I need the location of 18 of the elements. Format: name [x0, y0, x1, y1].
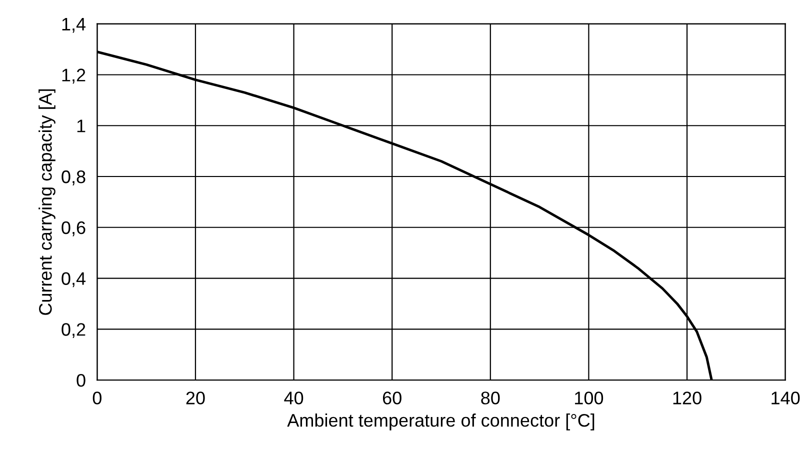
x-tick-label: 120: [673, 392, 702, 404]
x-axis-title: Ambient temperature of connector [°C]: [287, 414, 594, 430]
x-tick-label: 140: [772, 392, 800, 404]
x-tick-label: 20: [186, 392, 205, 404]
y-tick-label: 0,6: [62, 221, 86, 236]
x-tick-label: 0: [92, 392, 102, 404]
y-tick-label: 1,4: [62, 18, 86, 33]
y-tick-label: 0: [76, 374, 86, 387]
y-tick-label: 1,2: [62, 68, 86, 84]
x-tick-label: 40: [284, 392, 304, 404]
x-tick-label: 60: [382, 392, 402, 404]
y-tick-label: 0,2: [62, 323, 86, 338]
y-tick-label: 0,4: [62, 272, 86, 288]
x-tick-label: 80: [481, 392, 500, 404]
x-tick-label: 100: [575, 392, 604, 404]
y-tick-label: 0,8: [62, 170, 86, 186]
y-axis-title: Current carrying capacity [A]: [38, 89, 56, 315]
y-tick-label: 1: [77, 120, 86, 132]
